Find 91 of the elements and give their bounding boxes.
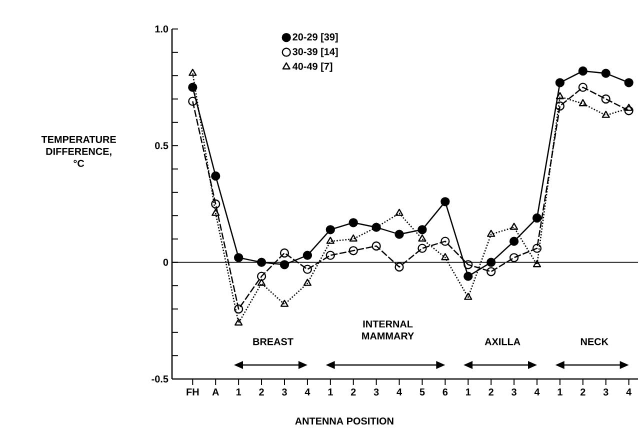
point	[440, 236, 450, 246]
point	[464, 292, 472, 300]
point	[303, 278, 312, 286]
point	[624, 78, 634, 88]
point	[602, 110, 610, 118]
x-tick-label: 3	[282, 388, 287, 396]
point	[624, 106, 634, 116]
point	[532, 244, 542, 253]
point	[256, 258, 266, 267]
x-tick-label: A	[212, 388, 219, 396]
x-tick-label: 2	[488, 388, 494, 396]
x-tick-label: 1	[466, 388, 471, 396]
point	[234, 253, 244, 262]
y-tick-label: 0.5	[155, 142, 168, 150]
point	[211, 199, 220, 209]
x-tick-label: 4	[304, 388, 310, 396]
point	[532, 213, 542, 223]
annotation: AXILLA	[484, 338, 520, 346]
y-tick-label: 1.0	[155, 25, 168, 33]
annotation: BREAST	[253, 338, 294, 346]
point	[418, 234, 426, 242]
annotation: INTERNAL MAMMARY	[362, 320, 414, 340]
point	[510, 222, 518, 230]
point	[349, 234, 358, 242]
point	[440, 197, 450, 206]
point	[348, 246, 358, 256]
point	[188, 68, 197, 76]
point	[578, 82, 588, 92]
point	[394, 262, 404, 272]
x-tick-label: 2	[580, 388, 586, 396]
point	[326, 225, 335, 234]
point	[280, 300, 289, 307]
point	[372, 241, 381, 251]
x-tick-label: FH	[186, 388, 199, 396]
point	[464, 272, 473, 281]
x-tick-label: 5	[420, 388, 425, 396]
point	[302, 264, 312, 274]
point	[211, 171, 220, 181]
point	[555, 101, 565, 111]
point	[532, 260, 542, 268]
point	[578, 99, 587, 106]
point	[464, 260, 473, 270]
point	[280, 260, 290, 270]
point	[280, 248, 290, 258]
point	[188, 96, 198, 106]
annotation: NECK	[580, 338, 608, 346]
x-tick-label: 3	[512, 388, 516, 396]
legend-label: 30-39 [14]	[292, 48, 338, 58]
point	[257, 278, 266, 286]
point	[486, 267, 496, 276]
point	[234, 318, 243, 326]
y-tick-label: -0.5	[152, 375, 168, 383]
legend-label: 20-29 [39]	[292, 33, 338, 42]
point	[418, 225, 427, 234]
x-tick-label: 4	[626, 388, 632, 396]
x-tick-label: 3	[374, 388, 379, 396]
point	[487, 230, 496, 237]
x-axis-title: ANTENNA POSITION	[295, 418, 394, 425]
y-axis-title: TEMPERATURE DIFFERENCE, °C	[41, 136, 116, 167]
x-tick-label: 1	[558, 388, 562, 396]
y-tick-label: 0	[163, 258, 168, 266]
x-tick-label: 3	[603, 388, 608, 396]
point	[486, 258, 496, 267]
x-tick-label: 1	[236, 388, 242, 396]
legend-label: 40-49 [7]	[292, 62, 332, 72]
point	[394, 230, 404, 239]
point	[601, 68, 610, 78]
point	[556, 92, 564, 100]
point	[395, 208, 404, 216]
point	[555, 78, 565, 88]
point	[509, 236, 519, 246]
point	[326, 236, 334, 244]
point	[601, 94, 610, 104]
point	[418, 244, 427, 253]
x-tick-label: 2	[259, 388, 264, 396]
point	[302, 250, 312, 260]
point	[188, 82, 198, 92]
point	[348, 218, 358, 228]
x-tick-label: 4	[534, 388, 540, 396]
point	[234, 304, 244, 314]
point	[256, 272, 266, 281]
point	[624, 104, 633, 111]
point	[509, 253, 519, 262]
point	[578, 66, 588, 76]
x-tick-label: 6	[442, 388, 448, 396]
point	[441, 253, 450, 260]
x-tick-label: 4	[396, 388, 402, 396]
point	[326, 250, 335, 260]
x-tick-label: 2	[350, 388, 356, 396]
point	[212, 208, 220, 216]
x-tick-label: 1	[328, 388, 333, 396]
